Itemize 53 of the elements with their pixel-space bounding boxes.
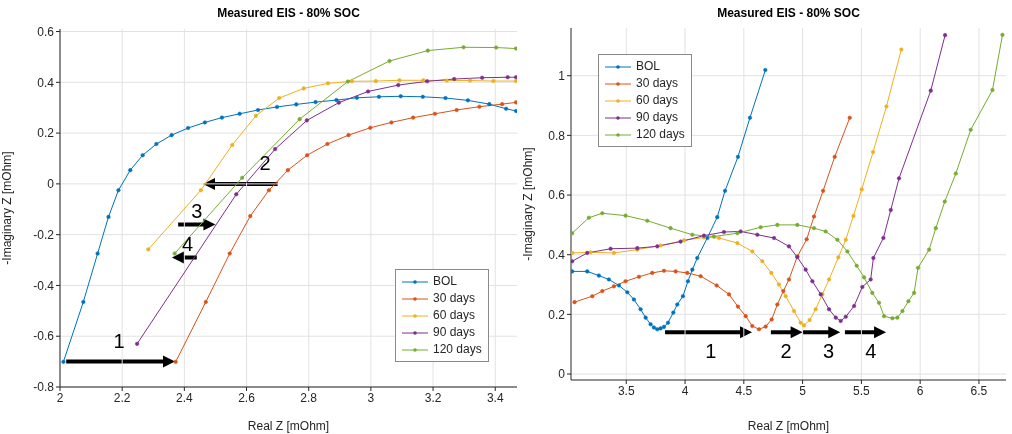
x-tick-label: 2.4 — [176, 390, 194, 405]
x-tick-label: 4 — [681, 383, 689, 398]
x-tick-label: 6.5 — [970, 383, 988, 398]
legend-label: 60 days — [636, 92, 679, 109]
y-tick-label: 0 — [47, 177, 55, 192]
chart-title: Measured EIS - 80% SOC — [716, 6, 861, 20]
x-tick-label: 5.5 — [853, 383, 871, 398]
y-tick-label: 0.6 — [37, 24, 55, 39]
y-tick-label: 0.6 — [548, 188, 566, 203]
legend-label: 120 days — [636, 126, 685, 143]
legend-label: 60 days — [433, 307, 476, 324]
legend-label: 30 days — [433, 290, 476, 307]
legend-label: 90 days — [433, 324, 476, 341]
x-tick-label: 2 — [56, 390, 64, 405]
x-tick-label: 3.2 — [424, 390, 442, 405]
y-tick-label: 0.2 — [37, 126, 55, 141]
legend-label: 30 days — [636, 75, 679, 92]
x-tick-label: 3.5 — [617, 383, 635, 398]
x-tick-label: 4.5 — [735, 383, 753, 398]
y-tick-label: 0.4 — [548, 247, 566, 262]
y-tick-label: -0.4 — [33, 278, 55, 293]
y-tick-label: 1 — [558, 68, 566, 83]
y-axis-title: -Imaginary Z [mOhm] — [521, 147, 536, 261]
annotation: 3 — [822, 339, 835, 362]
chart-title: Measured EIS - 80% SOC — [216, 6, 361, 20]
annotation: 4 — [181, 232, 194, 255]
x-tick-label: 2.8 — [300, 390, 318, 405]
y-axis-title: -Imaginary Z [mOhm] — [0, 151, 15, 265]
x-axis-title: Real Z [mOhm] — [747, 419, 830, 433]
legend-label: 120 days — [433, 341, 482, 358]
y-tick-label: 0.2 — [548, 307, 566, 322]
y-tick-label: 0.8 — [548, 128, 566, 143]
annotation: 1 — [705, 339, 717, 362]
annotation: 2 — [259, 152, 271, 175]
y-tick-label: -0.8 — [33, 380, 55, 395]
y-tick-label: 0 — [558, 367, 566, 382]
x-tick-label: 2.2 — [113, 390, 131, 405]
annotation: 2 — [780, 339, 792, 362]
annotation: 4 — [865, 339, 877, 362]
x-tick-label: 6 — [916, 383, 924, 398]
x-axis-title: Real Z [mOhm] — [247, 419, 330, 433]
y-tick-label: 0.4 — [37, 75, 55, 90]
annotation: 1 — [113, 330, 125, 353]
x-tick-label: 3 — [367, 390, 375, 405]
x-tick-label: 2.6 — [238, 390, 256, 405]
annotation: 3 — [191, 200, 203, 223]
y-tick-label: -0.6 — [33, 329, 55, 344]
y-tick-label: -0.2 — [33, 227, 55, 242]
legend-label: BOL — [636, 58, 661, 75]
x-tick-label: 5 — [799, 383, 807, 398]
legend-label: 90 days — [636, 109, 679, 126]
legend-label: BOL — [433, 273, 458, 290]
x-tick-label: 3.4 — [486, 390, 504, 405]
